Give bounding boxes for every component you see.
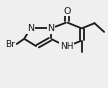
Text: O: O	[63, 7, 71, 16]
Text: NH: NH	[60, 42, 74, 51]
Text: N: N	[47, 24, 54, 33]
Text: Br: Br	[5, 40, 15, 49]
Text: N: N	[27, 24, 34, 33]
